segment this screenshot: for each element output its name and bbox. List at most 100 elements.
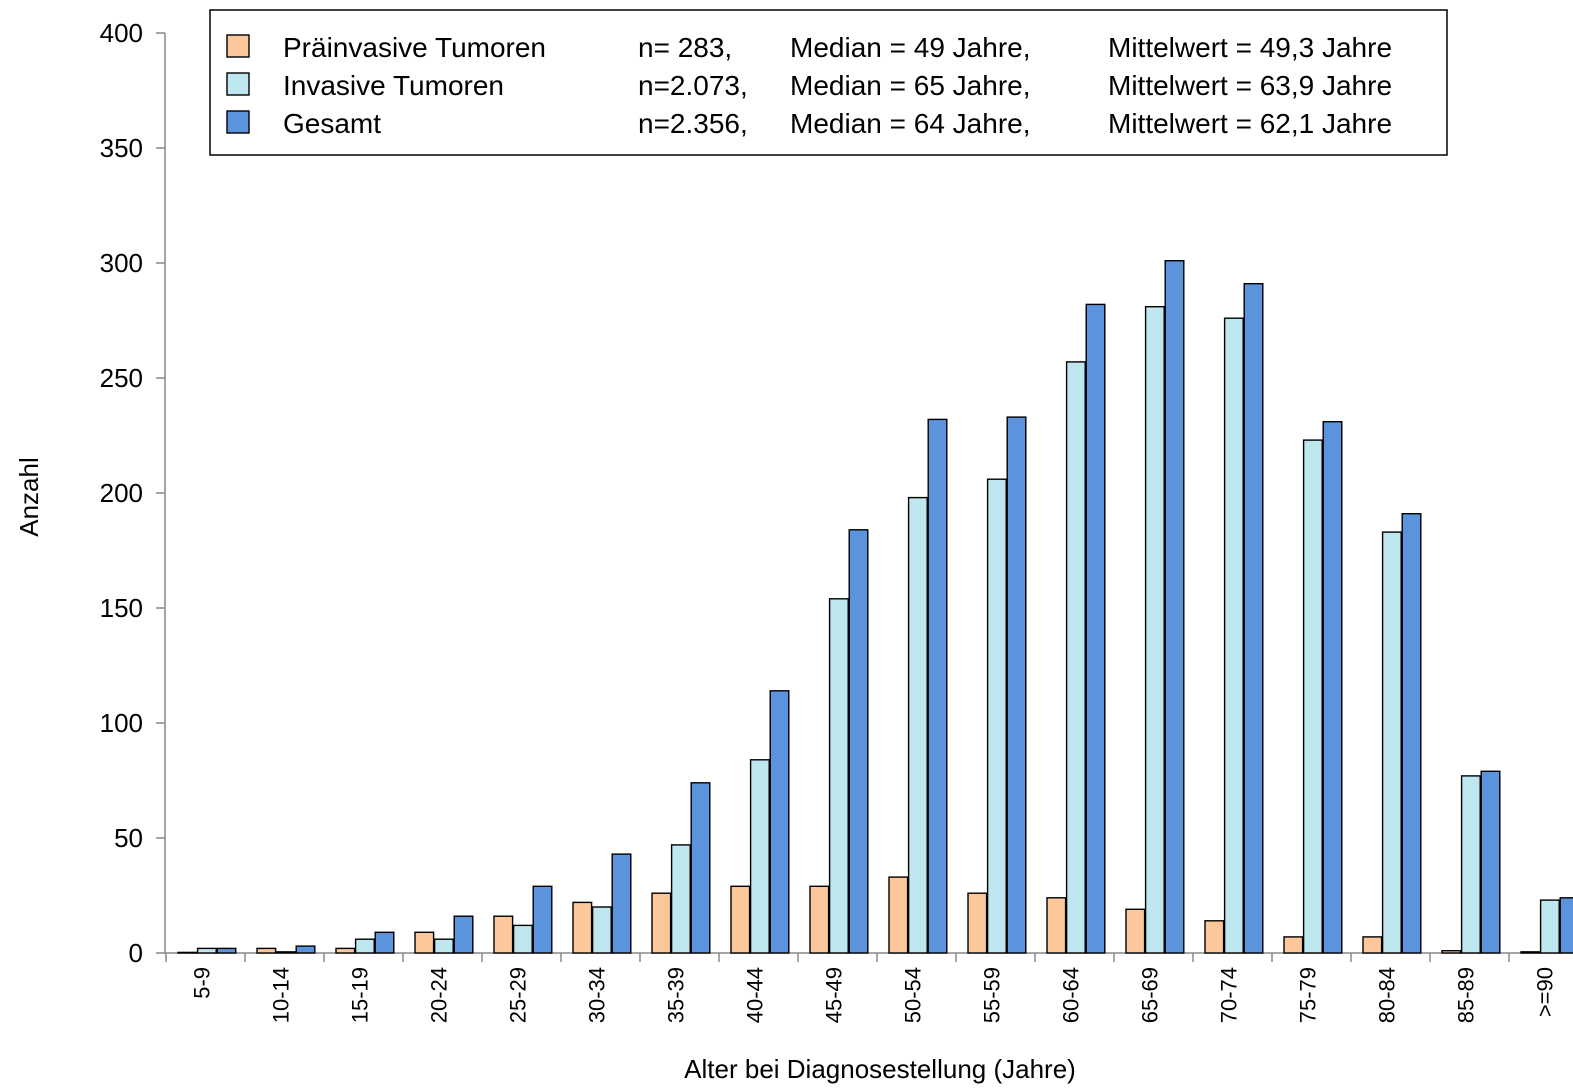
- legend-swatch: [226, 110, 250, 134]
- bar: [532, 885, 553, 954]
- x-tick-label: 80-84: [1375, 967, 1400, 1023]
- x-tick-label: 75-79: [1296, 967, 1321, 1023]
- legend-swatch: [226, 34, 250, 58]
- bar: [1046, 897, 1067, 954]
- bar: [1322, 421, 1343, 954]
- bar: [1480, 770, 1501, 954]
- legend-mean: Mittelwert = 49,3 Jahre: [1108, 32, 1392, 63]
- bar: [1144, 306, 1165, 954]
- bar: [730, 885, 751, 954]
- bar: [216, 947, 237, 954]
- bar: [335, 947, 356, 954]
- legend-series-name: Gesamt: [283, 108, 381, 139]
- x-tick-label: 5-9: [190, 967, 215, 999]
- x-tick-label: 55-59: [980, 967, 1005, 1023]
- bar: [1204, 920, 1225, 954]
- bar: [1006, 416, 1027, 954]
- bar: [256, 947, 277, 954]
- bar: [1164, 260, 1185, 954]
- bar: [591, 906, 612, 954]
- y-tick-label: 300: [100, 248, 143, 278]
- bar: [1559, 897, 1573, 954]
- legend-n: n=2.073,: [638, 70, 748, 101]
- legend-median: Median = 65 Jahre,: [790, 70, 1031, 101]
- legend-n: n= 283,: [638, 32, 732, 63]
- bar: [572, 901, 593, 954]
- bar: [848, 529, 869, 954]
- bar: [690, 782, 711, 954]
- bar: [907, 496, 928, 954]
- bar: [1460, 775, 1481, 954]
- y-tick-label: 0: [129, 938, 143, 968]
- y-tick-label: 50: [114, 823, 143, 853]
- x-tick-label: 20-24: [427, 967, 452, 1023]
- x-tick-label: 35-39: [664, 967, 689, 1023]
- bar: [275, 951, 296, 954]
- bar: [453, 915, 474, 954]
- legend-median: Median = 64 Jahre,: [790, 108, 1031, 139]
- x-tick-label: 45-49: [822, 967, 847, 1023]
- bar: [1381, 531, 1402, 954]
- y-tick-label: 100: [100, 708, 143, 738]
- x-tick-label: >=90: [1533, 967, 1558, 1017]
- bar: [967, 892, 988, 954]
- bar: [1520, 951, 1541, 954]
- legend-swatch: [226, 72, 250, 96]
- bar: [1302, 439, 1323, 954]
- bar: [1125, 908, 1146, 954]
- bar: [295, 945, 316, 954]
- x-axis-title: Alter bei Diagnosestellung (Jahre): [684, 1054, 1076, 1084]
- legend-mean: Mittelwert = 62,1 Jahre: [1108, 108, 1392, 139]
- bar: [888, 876, 909, 954]
- y-tick-label: 200: [100, 478, 143, 508]
- bar: [1243, 283, 1264, 954]
- y-axis-title: Anzahl: [14, 457, 44, 537]
- bar: [1539, 899, 1560, 954]
- bar: [828, 598, 849, 954]
- legend-frame: [209, 9, 1448, 156]
- bar: [1401, 513, 1422, 954]
- bar: [651, 892, 672, 954]
- x-tick-label: 10-14: [269, 967, 294, 1023]
- bar: [493, 915, 514, 954]
- bar: [1223, 317, 1244, 954]
- bar: [986, 478, 1007, 954]
- x-tick-label: 15-19: [348, 967, 373, 1023]
- bar: [670, 844, 691, 954]
- bar: [1085, 303, 1106, 954]
- bar: [374, 931, 395, 954]
- bars: [177, 260, 1573, 954]
- x-axis: 5-9 10-14 15-19 20-24 25-29 30-34 35-39 40-44 45…: [165, 952, 1573, 1023]
- bar: [769, 690, 790, 954]
- x-tick-label: 60-64: [1059, 967, 1084, 1023]
- bar: [512, 924, 533, 954]
- bar: [354, 938, 375, 954]
- bar: [749, 759, 770, 954]
- bar: [1441, 950, 1462, 954]
- y-tick-label: 150: [100, 593, 143, 623]
- bar: [1283, 936, 1304, 954]
- bar: [414, 931, 435, 954]
- bar: [433, 938, 454, 954]
- bar: [1362, 936, 1383, 954]
- x-tick-label: 40-44: [743, 967, 768, 1023]
- y-tick-label: 400: [100, 18, 143, 48]
- x-tick-label: 70-74: [1217, 967, 1242, 1023]
- x-tick-label: 50-54: [901, 967, 926, 1023]
- x-tick-label: 85-89: [1454, 967, 1479, 1023]
- legend-n: n=2.356,: [638, 108, 748, 139]
- bar: [809, 885, 830, 954]
- y-tick-label: 250: [100, 363, 143, 393]
- bar: [196, 947, 217, 954]
- legend-series-name: Invasive Tumoren: [283, 70, 504, 101]
- legend-median: Median = 49 Jahre,: [790, 32, 1031, 63]
- x-tick-label: 30-34: [585, 967, 610, 1023]
- x-tick-label: 65-69: [1138, 967, 1163, 1023]
- bar: [177, 951, 198, 954]
- bar: [1065, 361, 1086, 954]
- legend-mean: Mittelwert = 63,9 Jahre: [1108, 70, 1392, 101]
- bar: [611, 853, 632, 954]
- bar: [927, 418, 948, 954]
- y-axis: 0 50 100 150 200 250 300 350 400: [100, 18, 166, 968]
